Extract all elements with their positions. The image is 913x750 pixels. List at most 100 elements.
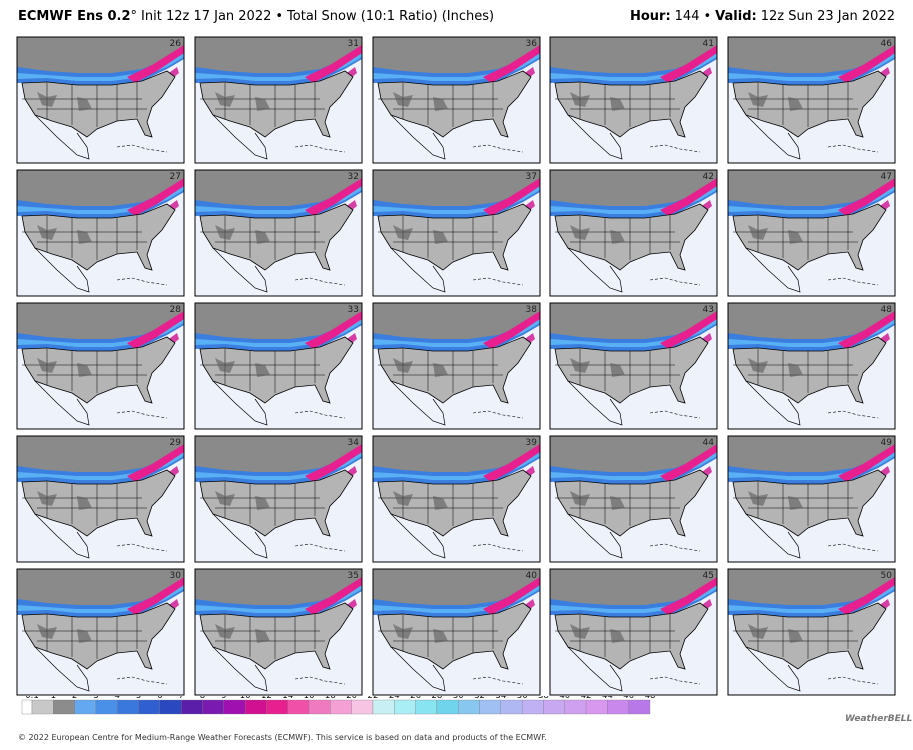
map-panel	[373, 170, 540, 296]
header-left: ECMWF Ens 0.2° Init 12z 17 Jan 2022 • Total…	[18, 9, 494, 24]
colorbar-label: 24	[389, 696, 400, 701]
map-panel	[550, 569, 717, 695]
member-number: 35	[348, 571, 359, 581]
colorbar-segment	[564, 699, 587, 715]
member-number: 30	[170, 571, 182, 581]
colorbar-label: 4	[115, 696, 120, 701]
panel-border	[194, 36, 363, 164]
member-number: 43	[703, 305, 714, 315]
member-number: 33	[348, 305, 359, 315]
colorbar-segment	[308, 699, 331, 715]
colorbar-label: 42	[581, 696, 592, 701]
panel-border	[16, 169, 185, 297]
panel-border	[727, 435, 896, 563]
colorbar-segment	[159, 699, 182, 715]
hour-label: Hour:	[629, 9, 671, 24]
colorbar-segment	[500, 699, 523, 715]
map-panel	[728, 303, 895, 429]
panel-border	[194, 169, 363, 297]
map-panel	[17, 170, 184, 296]
member-number: 45	[703, 571, 714, 581]
colorbar-segment	[479, 699, 501, 715]
colorbar-label: 48	[645, 696, 656, 701]
colorbar-segment	[117, 699, 139, 715]
colorbar-label: 14	[282, 696, 293, 701]
map-panel	[17, 303, 184, 429]
colorbar-label: 30	[453, 696, 464, 701]
member-number: 38	[526, 305, 538, 315]
model: ECMWF Ens 0.2	[18, 9, 131, 24]
member-number: 49	[881, 438, 893, 448]
colorbar-label: 10	[240, 696, 251, 701]
map-panel	[550, 436, 717, 562]
member-number: 50	[881, 571, 893, 581]
colorbar-label: 9	[221, 696, 226, 701]
colorbar-segment	[53, 699, 75, 715]
header-right: Hour: 144 • Valid: 12z Sun 23 Jan 2022	[630, 9, 895, 24]
product: Total Snow (10:1 Ratio) (Inches)	[287, 9, 495, 24]
colorbar-segment	[74, 699, 97, 715]
colorbar-label: 16	[304, 696, 315, 701]
colorbar-label: 1	[51, 696, 56, 701]
panel-border	[372, 435, 541, 563]
valid-label: Valid:	[715, 9, 757, 24]
member-number: 32	[348, 172, 359, 182]
colorbar-label: 38	[538, 696, 549, 701]
colorbar-label: 5	[136, 696, 141, 701]
member-number: 46	[881, 39, 893, 49]
panel-border	[549, 302, 718, 430]
colorbar-segment	[628, 699, 651, 715]
map-panel	[17, 569, 184, 695]
colorbar-segment	[95, 699, 118, 715]
member-number: 40	[526, 571, 538, 581]
member-number: 34	[348, 438, 360, 448]
panel-border	[194, 568, 363, 696]
map-panel	[728, 569, 895, 695]
panel-border	[549, 36, 718, 164]
map-panel	[550, 303, 717, 429]
panel-border	[16, 435, 185, 563]
member-number: 29	[170, 438, 182, 448]
colorbar-label: 6	[157, 696, 162, 701]
member-number: 27	[170, 172, 181, 182]
map-panel	[373, 37, 540, 163]
separator: •	[275, 9, 284, 24]
colorbar-segment	[351, 699, 374, 715]
colorbar-segment	[521, 699, 544, 715]
member-number: 44	[703, 438, 715, 448]
colorbar-start	[21, 699, 33, 715]
colorbar-segment	[607, 699, 629, 715]
panel-border	[194, 302, 363, 430]
colorbar-label: 3	[93, 696, 98, 701]
panel-border	[194, 435, 363, 563]
member-number: 36	[526, 39, 538, 49]
map-panel	[195, 569, 362, 695]
separator: •	[703, 9, 712, 24]
panel-border	[372, 302, 541, 430]
panel-border	[727, 302, 896, 430]
panel-border	[372, 568, 541, 696]
member-number: 26	[170, 39, 182, 49]
map-panel	[373, 436, 540, 562]
map-panel	[17, 436, 184, 562]
map-panel	[17, 37, 184, 163]
colorbar-segment	[287, 699, 310, 715]
member-number: 31	[348, 39, 359, 49]
panel-border	[549, 568, 718, 696]
map-panel	[728, 37, 895, 163]
map-panel	[195, 303, 362, 429]
panel-border	[372, 169, 541, 297]
colorbar-label: 22	[368, 696, 379, 701]
init: Init 12z 17 Jan 2022	[141, 9, 272, 24]
member-number: 48	[881, 305, 893, 315]
colorbar-label: 0.1	[25, 696, 39, 701]
colorbar-segment	[330, 699, 352, 715]
colorbar-segment	[585, 699, 608, 715]
member-number: 39	[526, 438, 538, 448]
map-panel	[195, 170, 362, 296]
map-panel	[550, 37, 717, 163]
colorbar-segment	[415, 699, 438, 715]
colorbar-label: 32	[474, 696, 485, 701]
colorbar-label: 12	[261, 696, 272, 701]
colorbar-label: 20	[346, 696, 357, 701]
